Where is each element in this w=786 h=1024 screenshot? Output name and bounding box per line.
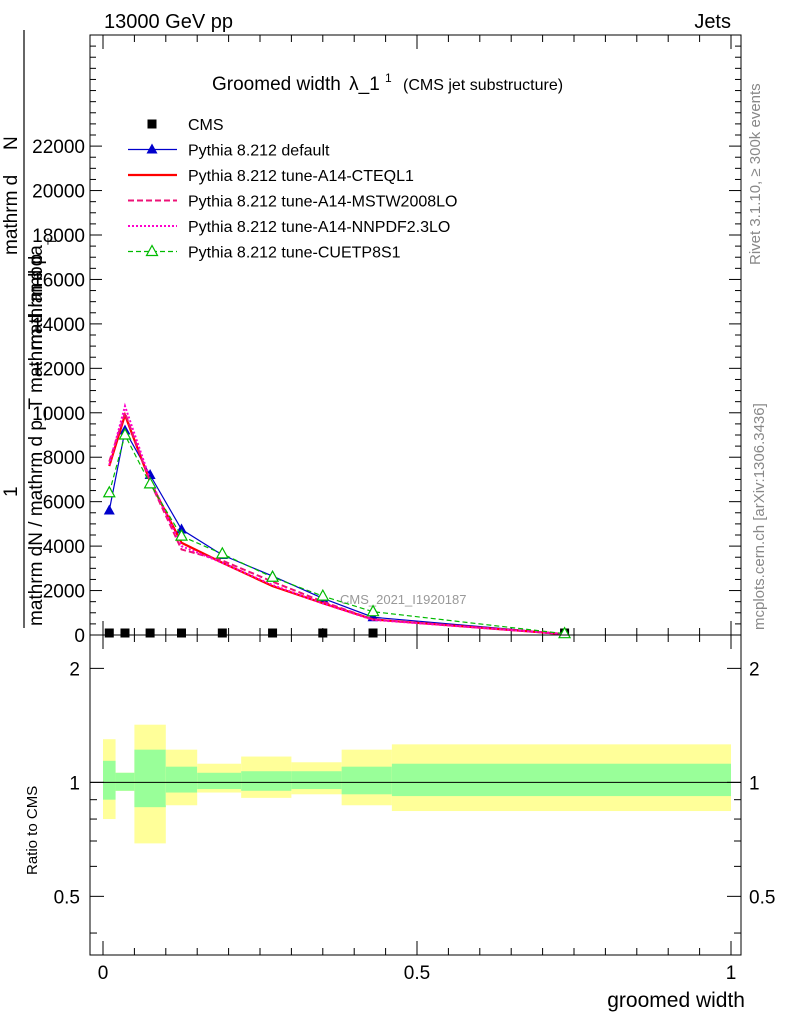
data-point (366, 604, 380, 617)
main-y-tick-label: 0 (74, 626, 85, 647)
y-label-sub: T (45, 237, 59, 245)
ratio-band-inner (103, 760, 116, 800)
main-y-tick-label: 20000 (32, 182, 85, 203)
y-label-numerator-1: mathrm d (1, 175, 22, 255)
x-tick-label: 1 (726, 963, 737, 984)
legend-label: Pythia 8.212 tune-A14-CTEQL1 (188, 168, 414, 185)
ratio-band-inner (165, 766, 198, 793)
data-point (120, 628, 130, 638)
ratio-y-tick-label: 1 (69, 773, 80, 794)
data-point (177, 628, 186, 638)
data-point (102, 485, 116, 498)
legend-label: Pythia 8.212 tune-CUETP8S1 (188, 245, 401, 262)
x-tick-label: 0 (98, 963, 109, 984)
data-point (174, 528, 189, 541)
main-y-tick-label: 12000 (32, 359, 85, 380)
rivet-label: Rivet 3.1.10, ≥ 300k events (747, 83, 764, 265)
legend-entry: Pythia 8.212 tune-A14-NNPDF2.3LO (128, 219, 450, 236)
series-line (108, 402, 565, 636)
series-line (108, 409, 565, 636)
main-y-tick-label: 4000 (43, 537, 85, 558)
ratio-band-inner (134, 749, 166, 808)
legend-marker (147, 119, 157, 129)
data-point (318, 628, 328, 638)
main-y-tick-label: 6000 (43, 493, 85, 514)
legend-label: Pythia 8.212 tune-A14-MSTW2008LO (188, 194, 457, 211)
ratio-frame (89, 634, 742, 956)
x-tick-label: 0.5 (404, 963, 430, 984)
data-point (103, 504, 115, 515)
svg-text:Groomed width λ_1: Groomed width λ_1 1 (CMS jet substructur… (212, 66, 563, 95)
y-label-one: 1 (1, 486, 22, 497)
watermark: CMS_2021_I1920187 (340, 592, 467, 607)
legend-marker (145, 244, 159, 257)
ratio-y-tick-label-right: 2 (749, 659, 760, 680)
ratio-y-tick-label-right: 0.5 (749, 887, 775, 908)
legend-label: CMS (188, 117, 224, 134)
data-point (215, 546, 229, 559)
main-y-tick-label: 18000 (32, 226, 85, 247)
legend-entry: Pythia 8.212 tune-A14-MSTW2008LO (128, 194, 457, 211)
data-point (266, 569, 280, 582)
ratio-x-ticks: 0 0.5 1 (98, 635, 737, 984)
ratio-panel: 0.5 0.51 12 2 0 0.5 1 Ratio to CMS (24, 634, 775, 984)
ratio-band-inner (341, 766, 392, 795)
category-label: Jets (694, 11, 731, 33)
data-point (268, 628, 278, 638)
y-label-denominator: mathrm dN / mathrm d p_T mathrm d lambda (26, 245, 47, 626)
energy-label: 13000 GeV pp (104, 11, 233, 33)
main-y-tick-label: 14000 (32, 315, 85, 336)
data-point (316, 588, 330, 601)
data-point (368, 628, 378, 638)
y-axis-label-main: 1 mathrm d N mathrm dN / mathrm d p_T ma… (1, 30, 59, 628)
legend-entry: Pythia 8.212 tune-A14-CTEQL1 (128, 168, 414, 185)
series-4 (108, 402, 565, 636)
legend-label: Pythia 8.212 tune-A14-NNPDF2.3LO (188, 219, 450, 236)
legend-marker (146, 143, 158, 154)
y-label-numerator-2: N (1, 136, 22, 150)
ratio-band-inner (197, 772, 242, 790)
mcplots-label: mcplots.cern.ch [arXiv:1306.3436] (751, 403, 768, 630)
plot-subtitle: (CMS jet substructure) (403, 77, 563, 94)
data-point (104, 628, 114, 638)
main-y-tick-label: 22000 (32, 137, 85, 158)
main-y-ticks: 0 2000 4000 6000 8000 10000 12000 14000 16000 180… (32, 45, 741, 647)
plot-title-sup: 1 (385, 71, 392, 85)
ratio-y-tick-label: 0.5 (54, 887, 80, 908)
plot-title-text: Groomed width (212, 74, 341, 95)
ratio-band-inner (391, 763, 731, 797)
series-3 (108, 409, 565, 636)
ratio-y-ticks: 0.5 0.5 1 1 2 2 (54, 659, 775, 934)
main-y-tick-label: 16000 (32, 270, 85, 291)
legend-entry: Pythia 8.212 tune-CUETP8S1 (128, 244, 401, 262)
y-label-extra: mathrm d p (26, 254, 47, 350)
x-axis-label: groomed width (607, 989, 745, 1012)
ratio-band-inner (115, 772, 135, 791)
legend: CMS Pythia 8.212 default Pythia 8.212 tune… (128, 117, 457, 262)
data-point (118, 427, 132, 440)
ratio-y-tick-label-right: 1 (749, 773, 760, 794)
series-line (108, 411, 565, 636)
ratio-y-tick-label: 2 (69, 659, 80, 680)
ratio-band-inner (241, 771, 292, 791)
legend-label: Pythia 8.212 default (188, 143, 330, 160)
data-point (217, 628, 227, 638)
legend-entry: Pythia 8.212 default (128, 143, 330, 160)
main-series (102, 402, 572, 639)
main-y-tick-label: 8000 (43, 448, 85, 469)
series-2 (108, 411, 565, 636)
main-panel: 0 2000 4000 6000 8000 10000 12000 14000 16000 180… (32, 34, 742, 647)
data-point (145, 628, 155, 638)
main-y-tick-label: 10000 (32, 404, 85, 425)
series-5 (102, 427, 572, 639)
plot-title-math: λ_1 (349, 74, 380, 95)
ratio-bands (103, 724, 731, 844)
legend-entry: CMS (147, 117, 224, 134)
ratio-y-label: Ratio to CMS (24, 786, 41, 875)
ratio-band-inner (291, 771, 342, 790)
main-y-tick-label: 2000 (43, 582, 85, 603)
data-point (143, 476, 157, 489)
plot-title: Groomed width λ_1 1 (CMS jet substructur… (212, 66, 563, 95)
